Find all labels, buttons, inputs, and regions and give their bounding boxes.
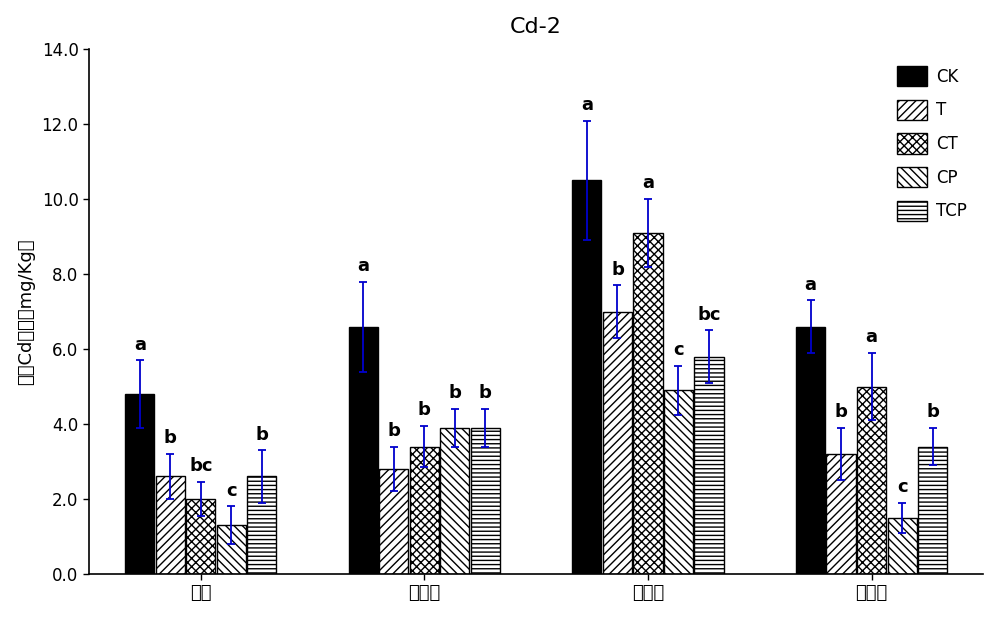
Bar — [572, 181, 601, 574]
Bar — [664, 391, 693, 574]
Text: a: a — [866, 328, 878, 346]
Text: b: b — [448, 384, 461, 402]
Bar — [186, 499, 215, 574]
Text: c: c — [897, 478, 907, 496]
Bar — [826, 454, 856, 574]
Text: c: c — [673, 341, 684, 359]
Bar — [888, 517, 917, 574]
Bar — [156, 477, 185, 574]
Y-axis label: 茎中Cd含量（mg/Kg）: 茎中Cd含量（mg/Kg） — [17, 238, 35, 385]
Text: b: b — [255, 425, 268, 444]
Bar — [247, 477, 276, 574]
Bar — [918, 446, 947, 574]
Text: b: b — [835, 403, 847, 421]
Legend: CK, T, CT, CP, TCP: CK, T, CT, CP, TCP — [889, 58, 975, 229]
Bar — [694, 357, 724, 574]
Text: bc: bc — [697, 306, 721, 324]
Bar — [603, 311, 632, 574]
Text: a: a — [357, 257, 369, 275]
Bar — [349, 327, 378, 574]
Bar — [857, 386, 886, 574]
Text: a: a — [642, 175, 654, 193]
Text: bc: bc — [189, 457, 213, 475]
Bar — [440, 428, 469, 574]
Text: b: b — [387, 422, 400, 439]
Bar — [125, 394, 154, 574]
Bar — [796, 327, 825, 574]
Bar — [379, 469, 408, 574]
Text: b: b — [611, 261, 624, 279]
Text: b: b — [418, 401, 431, 419]
Text: a: a — [805, 275, 817, 293]
Bar — [633, 233, 663, 574]
Text: a: a — [581, 96, 593, 114]
Bar — [217, 525, 246, 574]
Bar — [471, 428, 500, 574]
Title: Cd-2: Cd-2 — [510, 17, 562, 37]
Text: b: b — [926, 403, 939, 421]
Text: b: b — [479, 384, 492, 402]
Text: a: a — [134, 335, 146, 353]
Text: c: c — [226, 482, 237, 500]
Bar — [410, 446, 439, 574]
Text: b: b — [164, 429, 177, 448]
